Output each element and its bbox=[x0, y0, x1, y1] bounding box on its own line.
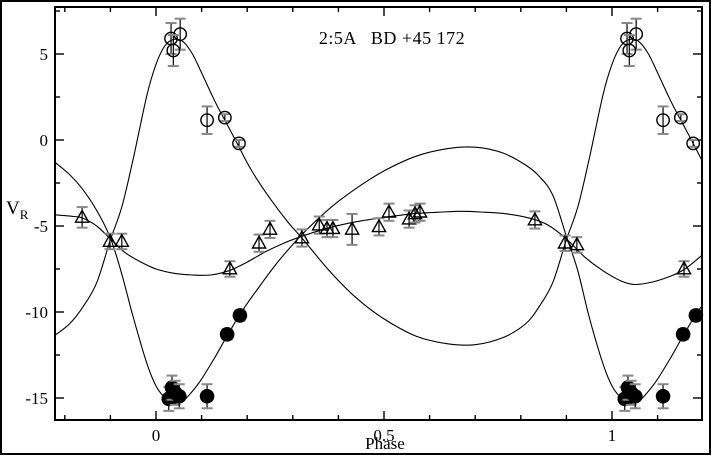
marker-open-triangle bbox=[102, 233, 118, 247]
marker-open-circle bbox=[217, 110, 232, 125]
marker-open-triangle bbox=[407, 205, 423, 220]
marker-filled-circle bbox=[199, 388, 215, 404]
x-tick-label: 0.5 bbox=[373, 426, 394, 445]
marker-open-triangle bbox=[222, 260, 238, 275]
marker-open-triangle bbox=[325, 220, 341, 235]
x-axis-label: Phase bbox=[365, 434, 405, 453]
y-tick-label: 0 bbox=[40, 131, 49, 150]
marker-open-triangle bbox=[557, 234, 573, 249]
marker-open-triangle bbox=[569, 236, 585, 251]
marker-open-circle bbox=[622, 43, 637, 58]
marker-open-triangle bbox=[114, 233, 130, 247]
marker-open-circle bbox=[166, 43, 181, 58]
marker-open-triangle bbox=[344, 220, 360, 235]
marker-open-circle bbox=[686, 136, 701, 151]
y-axis-label-subscript: R bbox=[19, 206, 29, 222]
y-tick-label: -15 bbox=[25, 389, 48, 408]
marker-open-triangle bbox=[371, 218, 387, 233]
marker-open-triangle bbox=[412, 203, 428, 218]
marker-open-circle bbox=[656, 113, 670, 128]
curve-model-open-triangles bbox=[55, 210, 702, 286]
marker-filled-circle bbox=[627, 388, 643, 404]
chart-title: 2:5A BD +45 172 bbox=[318, 28, 466, 48]
marker-open-triangle bbox=[676, 260, 692, 275]
y-tick-label: -10 bbox=[25, 303, 48, 322]
marker-open-circle bbox=[232, 136, 246, 151]
marker-open-triangle bbox=[262, 220, 278, 235]
x-tick-label: 1 bbox=[608, 426, 617, 445]
plot-frame bbox=[54, 6, 703, 421]
marker-open-triangle bbox=[74, 208, 90, 223]
y-tick-label: 5 bbox=[40, 45, 49, 64]
marker-filled-circle bbox=[171, 388, 187, 404]
marker-filled-circle bbox=[219, 327, 235, 342]
curve-model-open-circles bbox=[55, 38, 702, 346]
marker-open-triangle bbox=[527, 211, 543, 226]
y-axis-label: VR bbox=[6, 198, 29, 222]
marker-filled-circle bbox=[655, 388, 671, 404]
marker-filled-circle bbox=[232, 308, 248, 323]
marker-open-triangle bbox=[294, 229, 310, 244]
marker-filled-circle bbox=[688, 308, 704, 323]
marker-open-triangle bbox=[251, 234, 267, 249]
curve-model-filled-circles bbox=[55, 146, 702, 404]
x-tick-label: 0 bbox=[152, 426, 161, 445]
marker-filled-circle bbox=[675, 327, 691, 342]
marker-open-circle bbox=[200, 113, 214, 128]
y-tick-label: -5 bbox=[34, 217, 48, 236]
marker-open-circle bbox=[673, 110, 688, 125]
marker-open-triangle bbox=[381, 203, 397, 218]
marker-open-triangle bbox=[311, 216, 327, 231]
